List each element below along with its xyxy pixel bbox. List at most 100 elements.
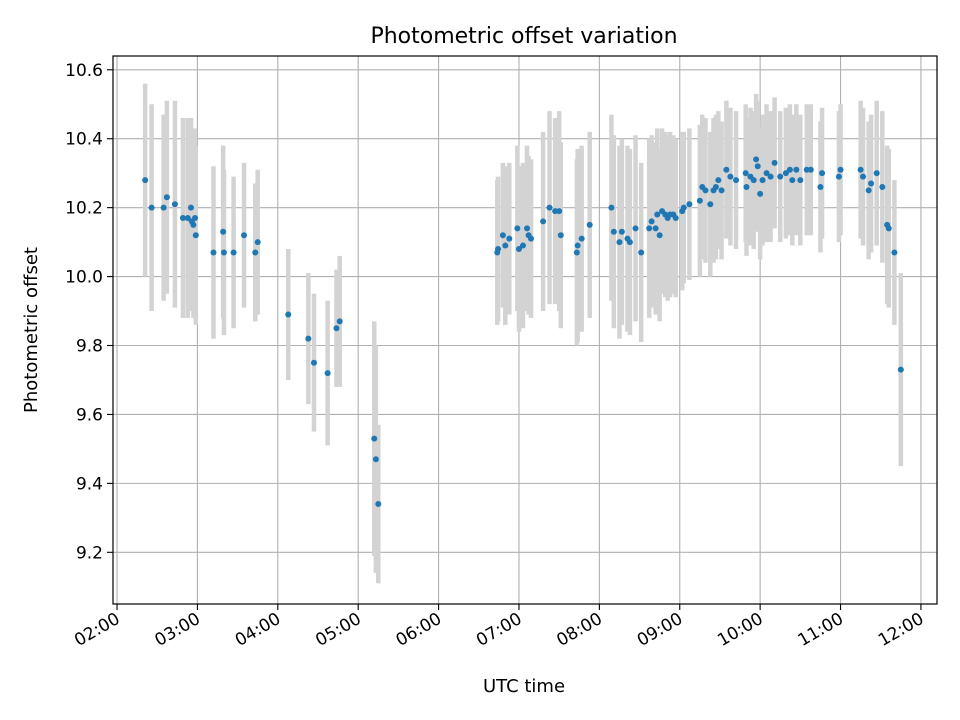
data-point bbox=[868, 180, 875, 187]
data-point bbox=[210, 249, 217, 256]
data-point bbox=[860, 173, 867, 180]
y-tick-label: 10.4 bbox=[65, 130, 103, 150]
data-point bbox=[220, 249, 227, 256]
data-point bbox=[835, 173, 842, 180]
data-point bbox=[160, 204, 167, 211]
data-point bbox=[372, 456, 379, 463]
data-point bbox=[777, 173, 784, 180]
data-point bbox=[608, 204, 615, 211]
y-tick-label: 10.0 bbox=[65, 268, 103, 288]
data-point bbox=[793, 166, 800, 173]
data-point bbox=[879, 183, 886, 190]
data-point bbox=[885, 225, 892, 232]
data-point bbox=[310, 359, 317, 366]
data-point bbox=[797, 177, 804, 184]
data-point bbox=[192, 232, 199, 239]
data-point bbox=[897, 366, 904, 373]
x-axis-label: UTC time bbox=[483, 676, 565, 697]
data-point bbox=[254, 239, 261, 246]
data-point bbox=[230, 249, 237, 256]
data-point bbox=[686, 201, 693, 208]
y-tick-label: 9.2 bbox=[76, 543, 103, 563]
data-point bbox=[646, 225, 653, 232]
data-point bbox=[502, 242, 509, 249]
data-point bbox=[789, 177, 796, 184]
data-point bbox=[371, 435, 378, 442]
data-point bbox=[574, 242, 581, 249]
data-point bbox=[723, 166, 730, 173]
data-point bbox=[528, 235, 535, 242]
data-point bbox=[672, 214, 679, 221]
data-point bbox=[375, 501, 382, 508]
data-point bbox=[546, 204, 553, 211]
data-point bbox=[654, 211, 661, 218]
data-point bbox=[733, 177, 740, 184]
data-point bbox=[142, 177, 149, 184]
data-point bbox=[771, 159, 778, 166]
data-point bbox=[618, 228, 625, 235]
data-point bbox=[163, 194, 170, 201]
data-point bbox=[578, 235, 585, 242]
data-points bbox=[142, 156, 904, 508]
data-point bbox=[638, 249, 645, 256]
data-point bbox=[715, 177, 722, 184]
data-point bbox=[220, 228, 227, 235]
data-point bbox=[336, 318, 343, 325]
data-point bbox=[767, 173, 774, 180]
plot-frame bbox=[112, 55, 938, 605]
y-axis-label: Photometric offset bbox=[21, 247, 42, 413]
data-point bbox=[241, 232, 248, 239]
data-point bbox=[750, 177, 757, 184]
y-tick-label: 9.4 bbox=[76, 474, 103, 494]
y-axis-ticks: 9.2 9.4 9.6 9.8 10.0 10.2 10.4 10.6 bbox=[65, 61, 113, 563]
data-point bbox=[652, 225, 659, 232]
data-point bbox=[333, 325, 340, 332]
data-point bbox=[857, 166, 864, 173]
data-point bbox=[557, 232, 564, 239]
data-point bbox=[754, 163, 761, 170]
data-point bbox=[191, 214, 198, 221]
data-point bbox=[626, 239, 633, 246]
data-point bbox=[753, 156, 760, 163]
data-point bbox=[632, 225, 639, 232]
data-point bbox=[712, 183, 719, 190]
data-point bbox=[305, 335, 312, 342]
data-point bbox=[519, 242, 526, 249]
data-point bbox=[610, 228, 617, 235]
data-point bbox=[656, 232, 663, 239]
data-point bbox=[648, 218, 655, 225]
data-point bbox=[506, 235, 513, 242]
data-point bbox=[499, 232, 506, 239]
data-point bbox=[757, 190, 764, 197]
data-point bbox=[702, 187, 709, 194]
data-point bbox=[524, 225, 531, 232]
data-point bbox=[865, 187, 872, 194]
data-point bbox=[707, 201, 714, 208]
data-point bbox=[285, 311, 292, 318]
data-point bbox=[540, 218, 547, 225]
data-point bbox=[184, 214, 191, 221]
y-tick-label: 10.6 bbox=[65, 61, 103, 81]
data-point bbox=[743, 183, 750, 190]
data-point bbox=[324, 370, 331, 377]
data-point bbox=[495, 246, 502, 253]
data-point bbox=[837, 166, 844, 173]
data-point bbox=[718, 187, 725, 194]
y-tick-label: 10.2 bbox=[65, 199, 103, 219]
data-point bbox=[187, 204, 194, 211]
data-point bbox=[179, 214, 186, 221]
data-point bbox=[252, 249, 259, 256]
data-point bbox=[891, 249, 898, 256]
data-point bbox=[696, 197, 703, 204]
data-point bbox=[817, 183, 824, 190]
data-point bbox=[616, 239, 623, 246]
data-point bbox=[807, 166, 814, 173]
data-point bbox=[586, 221, 593, 228]
data-point bbox=[727, 173, 734, 180]
data-point bbox=[782, 170, 789, 177]
chart-title: Photometric offset variation bbox=[370, 24, 677, 49]
data-point bbox=[148, 204, 155, 211]
data-point bbox=[190, 221, 197, 228]
data-point bbox=[759, 177, 766, 184]
data-point bbox=[515, 246, 522, 253]
